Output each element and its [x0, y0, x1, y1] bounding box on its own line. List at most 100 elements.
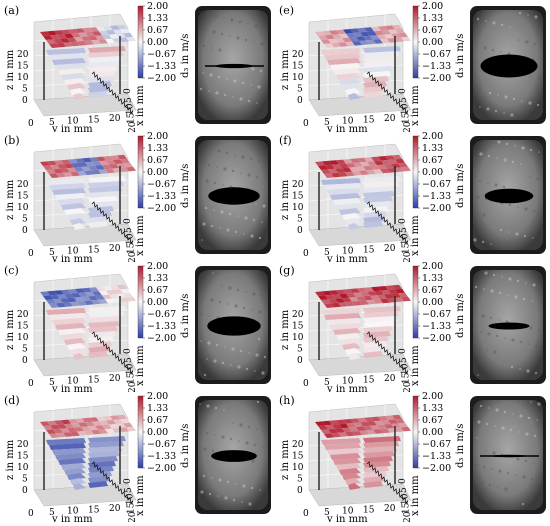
surface-cell [46, 39, 56, 44]
colorbar-tick-label: 0.00 [422, 167, 443, 178]
surface-cell [110, 155, 120, 160]
glottis-photo [195, 136, 271, 254]
x-axis-label: x in mm [135, 215, 146, 256]
colorbar-label: d₃ in m/s [180, 164, 191, 208]
surface-cell [103, 286, 113, 291]
surface-cell [318, 165, 328, 170]
z-tick-label: 15 [292, 452, 304, 462]
z-tick-label: 0 [297, 226, 303, 236]
surface-cell [75, 28, 85, 33]
surface-cell [74, 297, 84, 302]
x-tick-label: 15 [127, 372, 137, 384]
y-tick-label: 15 [88, 375, 100, 385]
surface-cell [356, 36, 366, 41]
surface-cell [359, 170, 369, 175]
surface-cell [322, 290, 332, 296]
surface-cell [392, 414, 402, 420]
surface-cell [342, 427, 352, 433]
z-tick-label: 0 [297, 486, 303, 496]
colorbar-tick-label: 0.67 [147, 415, 168, 426]
surface-cell [63, 172, 73, 177]
surface-cell [81, 36, 91, 41]
y-tick-label: 5 [324, 378, 330, 388]
panel-label: (f) [279, 134, 292, 147]
x-tick-label: 10 [400, 103, 410, 115]
y-tick-label: 10 [342, 377, 354, 387]
z-tick-label: 20 [292, 180, 304, 190]
surface-cell [374, 160, 384, 166]
surface-cell [109, 424, 119, 429]
surface-cell [315, 31, 325, 36]
surface-cell [117, 24, 127, 30]
colorbar-tick-label: −2.00 [422, 333, 451, 344]
x-tick-label: 15 [127, 242, 137, 254]
surface-cell [360, 421, 370, 427]
surface-cell [329, 420, 339, 425]
y-tick-label: 20 [384, 504, 396, 514]
y-tick-label: 0 [303, 379, 309, 389]
surface-cell [110, 415, 120, 420]
z-tick-label: 20 [17, 50, 29, 60]
x-tick-label: 0 [123, 218, 133, 224]
surface-cell [109, 34, 119, 39]
surface-cell [54, 160, 64, 165]
surface-cell [77, 171, 87, 176]
colorbar-tick-label: −1.33 [147, 451, 176, 462]
colorbar-tick-label: 2.00 [422, 132, 443, 142]
surface-cell [85, 161, 95, 167]
surface-cell [99, 160, 109, 166]
surface-cell [392, 24, 402, 30]
surface-cell [92, 291, 102, 296]
surface-cell [43, 295, 53, 300]
surface-cell [329, 290, 339, 295]
surface-cell [84, 170, 94, 175]
surface-cell [352, 41, 362, 46]
surface-cell [50, 164, 60, 170]
colorbar-tick-label: 1.33 [422, 403, 443, 414]
surface-cell [356, 426, 366, 431]
x-tick-label: 20 [403, 381, 413, 392]
y-tick-label: 5 [324, 248, 330, 258]
surface-cell [78, 422, 88, 427]
colorbar-tick-label: 0.67 [147, 25, 168, 36]
surface-cell [401, 426, 411, 432]
surface-cell [367, 421, 377, 426]
surface-cell [54, 30, 64, 35]
surface-cell [102, 424, 112, 430]
surface-cell [346, 33, 356, 38]
surface-cell [384, 294, 394, 299]
surface-cell [353, 32, 363, 37]
x-tick-label: 20 [128, 381, 138, 392]
surface-cell [102, 294, 112, 300]
y-tick-label: 15 [363, 115, 375, 125]
z-tick-label: 0 [22, 226, 28, 236]
colorbar-tick-label: 0.67 [147, 155, 168, 166]
surface-cell [56, 302, 66, 308]
surface-cell [395, 288, 405, 294]
surface-cell [336, 29, 346, 35]
z-axis-label: z in mm [280, 439, 291, 480]
surface-cell [394, 427, 404, 432]
colorbar-tick-label: −1.33 [147, 61, 176, 72]
surface-cell [81, 166, 91, 171]
surface-cell [366, 429, 376, 435]
surface-cell [392, 284, 402, 290]
surface-cell [60, 38, 70, 43]
x-tick-label: 15 [402, 502, 412, 514]
colorbar-tick-label: −0.67 [422, 49, 451, 60]
surface-cell [53, 38, 63, 44]
surface-cell [350, 28, 360, 33]
z-axis-label: z in mm [5, 309, 16, 350]
surface-cell [325, 34, 335, 40]
z-tick-label: 20 [17, 440, 29, 450]
surface-cell [71, 423, 81, 428]
glottis-photo [470, 396, 546, 514]
surface-cell [109, 294, 119, 299]
z-tick-label: 20 [292, 50, 304, 60]
colorbar: 2.001.330.670.00−0.67−1.33−2.00 d₃ in m/s [412, 261, 466, 344]
surface-cell [92, 421, 102, 426]
x-tick-label: 5 [124, 487, 134, 493]
